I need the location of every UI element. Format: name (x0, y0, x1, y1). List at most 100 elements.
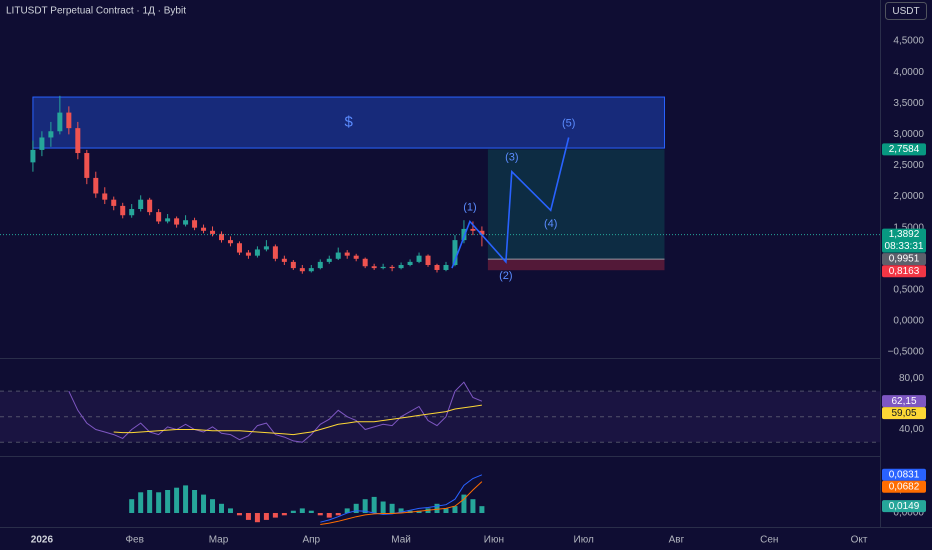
price-badge (882, 143, 926, 156)
histogram-bar (353, 503, 359, 514)
histogram-bar (389, 503, 395, 514)
histogram-bar (236, 513, 242, 516)
x-tick-label: Июн (484, 535, 504, 546)
indicator-line (113, 404, 482, 436)
price-badge (882, 253, 926, 266)
indicator-line (320, 474, 483, 523)
candle-body (102, 193, 108, 200)
histogram-bar (299, 508, 305, 514)
candle-body (227, 240, 233, 244)
price-badge-label: 62,15 (891, 396, 916, 407)
histogram-bar (192, 489, 198, 514)
y-tick-label: 1,5000 (893, 222, 924, 233)
histogram-bar (183, 485, 189, 514)
price-badge (882, 468, 926, 481)
histogram-bar (371, 496, 377, 514)
wave-label: (2) (499, 270, 512, 282)
candle-body (254, 249, 260, 256)
candle-body (434, 265, 440, 270)
candle-body (236, 243, 242, 253)
x-tick-label: Сен (760, 535, 778, 546)
candle-body (425, 255, 431, 266)
histogram-bar (470, 499, 476, 514)
histogram-bar (335, 513, 341, 516)
candle-body (138, 199, 144, 210)
candle-body (111, 199, 117, 206)
candle-body (389, 266, 395, 269)
wave-label: (4) (544, 218, 557, 230)
histogram-bar (398, 508, 404, 514)
price-badge-label: 0,0682 (889, 481, 920, 492)
candle-body (165, 218, 171, 222)
wave-label: (1) (463, 201, 476, 213)
candle-body (443, 265, 449, 270)
candle-body (479, 230, 485, 235)
histogram-bar (129, 499, 135, 514)
x-tick-label: Апр (302, 535, 320, 546)
y-tick-label: 0,0000 (893, 508, 924, 519)
indicator-line (68, 381, 483, 443)
y-tick-label: 0,5000 (893, 285, 924, 296)
candle-body (272, 246, 278, 259)
candle-body (299, 268, 305, 272)
histogram-bar (174, 487, 180, 514)
candle-body (353, 255, 359, 259)
candle-body (210, 230, 216, 234)
currency-label: USDT (892, 6, 919, 17)
currency-button[interactable] (885, 2, 927, 20)
price-badge (882, 395, 926, 408)
histogram-bar (281, 513, 287, 516)
candle-body (470, 228, 476, 231)
histogram-bar (416, 510, 422, 514)
x-tick-label: Авг (669, 535, 685, 546)
zone-label: $ (345, 114, 354, 131)
price-badge-label: 0,8163 (889, 266, 920, 277)
candle-body (398, 265, 404, 269)
histogram-bar (362, 499, 368, 514)
histogram-bar (245, 513, 251, 520)
histogram-bar (425, 508, 431, 514)
candle-body (362, 258, 368, 267)
histogram-bar (452, 506, 458, 514)
y-tick-label: 0,0000 (893, 316, 924, 327)
wave-label: (5) (562, 117, 575, 129)
histogram-bar (165, 489, 171, 514)
countdown-label: 08:33:31 (885, 241, 924, 252)
candle-body (407, 261, 413, 266)
candle-body (335, 252, 341, 259)
price-badge (882, 265, 926, 278)
price-badge-label: 59,05 (891, 408, 916, 419)
candle-body (120, 205, 126, 216)
supply-zone (32, 96, 665, 149)
candle-body (263, 246, 269, 250)
x-tick-label: Май (391, 535, 411, 546)
y-tick-label: 3,0000 (893, 129, 924, 140)
y-tick-label: 4,0000 (893, 67, 924, 78)
chart-title: LITUSDT Perpetual Contract · 1Д · Bybit (6, 6, 186, 17)
price-badge-label: 0,9951 (889, 254, 920, 265)
loss-area (487, 259, 665, 271)
indicator-line (320, 481, 483, 525)
candle-body (75, 128, 81, 154)
y-tick-label: 3,5000 (893, 98, 924, 109)
y-tick-label: 2,5000 (893, 160, 924, 171)
histogram-bar (210, 499, 216, 514)
candle-body (66, 112, 72, 129)
histogram-bar (227, 508, 233, 514)
candle-body (30, 149, 36, 163)
candle-body (326, 258, 332, 262)
histogram-bar (461, 494, 467, 514)
y-tick-label: −0,5000 (888, 347, 925, 358)
candle-body (380, 266, 386, 269)
histogram-bar (290, 510, 296, 514)
histogram-bar (218, 503, 224, 514)
price-badge-label: 2,7584 (889, 144, 920, 155)
candle-body (371, 266, 377, 269)
histogram-bar (254, 513, 260, 523)
histogram-bar (479, 506, 485, 514)
histogram-bar (326, 513, 332, 518)
candle-body (461, 228, 467, 241)
